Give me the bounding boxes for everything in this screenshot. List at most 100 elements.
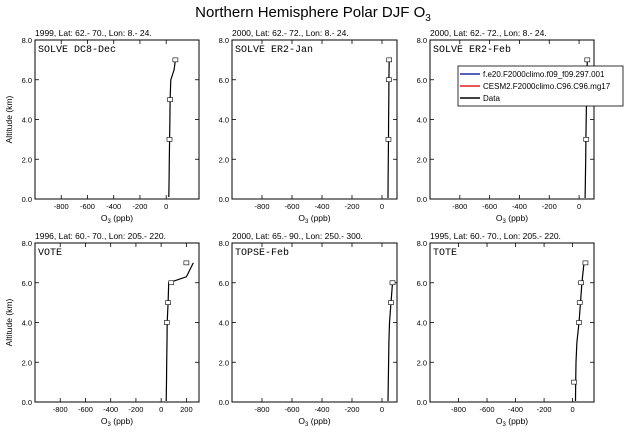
y-tick-label: 2.0 [22, 358, 32, 367]
y-tick-label: 4.0 [219, 319, 229, 328]
x-tick-label: -400 [508, 405, 523, 414]
series-line-data [574, 262, 585, 402]
data-range-box [165, 300, 171, 305]
campaign-label: SOLVE ER2-Jan [235, 45, 313, 56]
x-tick-label: -600 [284, 405, 299, 414]
panel-header: 1995, Lat: 60.- 70., Lon: 205.- 220. [430, 231, 561, 241]
series-line-data [387, 59, 390, 199]
data-range-box [388, 300, 394, 305]
x-tick-label: -200 [344, 405, 359, 414]
panel-header: 2000, Lat: 62.- 72., Lon: 8.- 24. [232, 28, 349, 38]
data-range-box [582, 260, 589, 266]
data-range-box [576, 320, 582, 325]
data-range-box [385, 137, 392, 142]
plot-frame [231, 39, 398, 200]
x-tick-label: 0 [577, 202, 581, 211]
y-tick-label: 0.0 [417, 398, 427, 407]
y-tick-label: 6.0 [417, 279, 427, 288]
x-tick-label: -600 [80, 202, 95, 211]
campaign-label: TOPSE-Feb [235, 247, 289, 259]
y-axis-label: Altitude (km) [4, 95, 14, 143]
figure-title: Northern Hemisphere Polar DJF O3 [195, 4, 431, 24]
y-tick-label: 6.0 [22, 76, 32, 85]
y-tick-label: 6.0 [22, 279, 32, 288]
panel-header: 1996, Lat: 60.- 70., Lon: 205.- 220. [35, 231, 166, 241]
y-tick-label: 4.0 [22, 116, 32, 125]
x-tick-label: -200 [344, 202, 359, 211]
y-tick-label: 8.0 [417, 36, 427, 45]
x-tick-label: -600 [480, 405, 495, 414]
y-tick-label: 8.0 [417, 239, 427, 248]
panel-header: 2000, Lat: 62.- 72., Lon: 8.- 24. [430, 28, 547, 38]
x-tick-label: -600 [78, 405, 93, 414]
x-tick-label: -800 [54, 202, 69, 211]
x-tick-label: 0 [380, 202, 384, 211]
y-tick-label: 8.0 [219, 239, 229, 248]
legend-box [457, 65, 624, 107]
x-tick-label: -600 [482, 202, 497, 211]
x-tick-label: 0 [164, 202, 168, 211]
data-range-box [389, 280, 396, 286]
data-range-box [183, 260, 190, 266]
plot-frame [231, 242, 398, 403]
x-tick-label: -400 [314, 202, 329, 211]
y-tick-label: 8.0 [219, 36, 229, 45]
campaign-label: TOTE [433, 248, 457, 259]
plot-frame [429, 242, 595, 403]
x-tick-label: -200 [132, 202, 147, 211]
series-line-data [168, 59, 176, 198]
panel-header: 2000, Lat: 65.- 90., Lon: 250.- 300. [232, 231, 363, 241]
y-tick-label: 4.0 [417, 116, 427, 125]
legend-entry: f.e20.F2000climo.f09_f09.297.001 [483, 70, 605, 79]
panel-3: 2000, Lat: 62.- 72., Lon: 8.- 24. SOLVE E… [417, 28, 595, 225]
x-tick-label: -200 [537, 405, 552, 414]
y-tick-label: 0.0 [22, 195, 32, 204]
panel-1: 1999, Lat: 62.- 70., Lon: 8.- 24. SOLVE D… [4, 28, 200, 225]
x-tick-label: 200 [180, 405, 193, 414]
x-tick-label: -200 [128, 405, 143, 414]
x-axis-label: O3 (ppb) [101, 416, 133, 428]
x-tick-label: -400 [512, 202, 527, 211]
data-range-box [172, 57, 179, 63]
campaign-label: SOLVE DC8-Dec [38, 45, 116, 56]
y-axis-label: Altitude (km) [4, 298, 14, 346]
y-tick-label: 6.0 [417, 76, 427, 85]
x-tick-label: -200 [542, 202, 557, 211]
figure-title-main: Northern Hemisphere Polar DJF O [195, 4, 425, 21]
data-range-box [576, 300, 583, 305]
campaign-label: SOLVE ER2-Feb [433, 44, 511, 56]
x-tick-label: -800 [254, 202, 269, 211]
panel-5: 2000, Lat: 65.- 90., Lon: 250.- 300. TOPS… [219, 231, 398, 428]
plot-frame [34, 242, 200, 403]
x-tick-label: -400 [314, 405, 329, 414]
y-tick-label: 2.0 [417, 358, 427, 367]
x-axis-label: O3 (ppb) [101, 213, 133, 225]
data-range-box [584, 57, 591, 63]
panel-6: 1995, Lat: 60.- 70., Lon: 205.- 220. TOTE… [417, 231, 595, 428]
figure-title-subscript: 3 [425, 13, 431, 24]
data-range-box [583, 137, 590, 142]
panel-2: 2000, Lat: 62.- 72., Lon: 8.- 24. SOLVE E… [219, 28, 398, 225]
y-tick-label: 8.0 [22, 239, 32, 248]
plot-frame [429, 39, 595, 200]
x-tick-label: -400 [103, 405, 118, 414]
y-tick-label: 0.0 [417, 195, 427, 204]
data-range-box [164, 320, 170, 325]
y-tick-label: 2.0 [417, 155, 427, 164]
legend-entry: CESM2.F2000climo.C96.C96.mg17 [483, 82, 611, 91]
x-axis-label: O3 (ppb) [298, 213, 330, 225]
legend: f.e20.F2000climo.f09_f09.297.001 CESM2.F2… [457, 65, 624, 107]
y-tick-label: 0.0 [219, 398, 229, 407]
data-range-box [386, 77, 392, 83]
data-range-box [571, 379, 577, 385]
campaign-label: VOTE [38, 248, 62, 259]
panels-group: 1999, Lat: 62.- 70., Lon: 8.- 24. SOLVE D… [4, 28, 624, 428]
x-tick-label: -800 [451, 405, 466, 414]
y-tick-label: 4.0 [417, 319, 427, 328]
x-tick-label: 0 [571, 405, 575, 414]
y-tick-label: 2.0 [219, 358, 229, 367]
data-range-box [167, 97, 173, 102]
y-tick-label: 6.0 [219, 76, 229, 85]
y-tick-label: 0.0 [219, 195, 229, 204]
